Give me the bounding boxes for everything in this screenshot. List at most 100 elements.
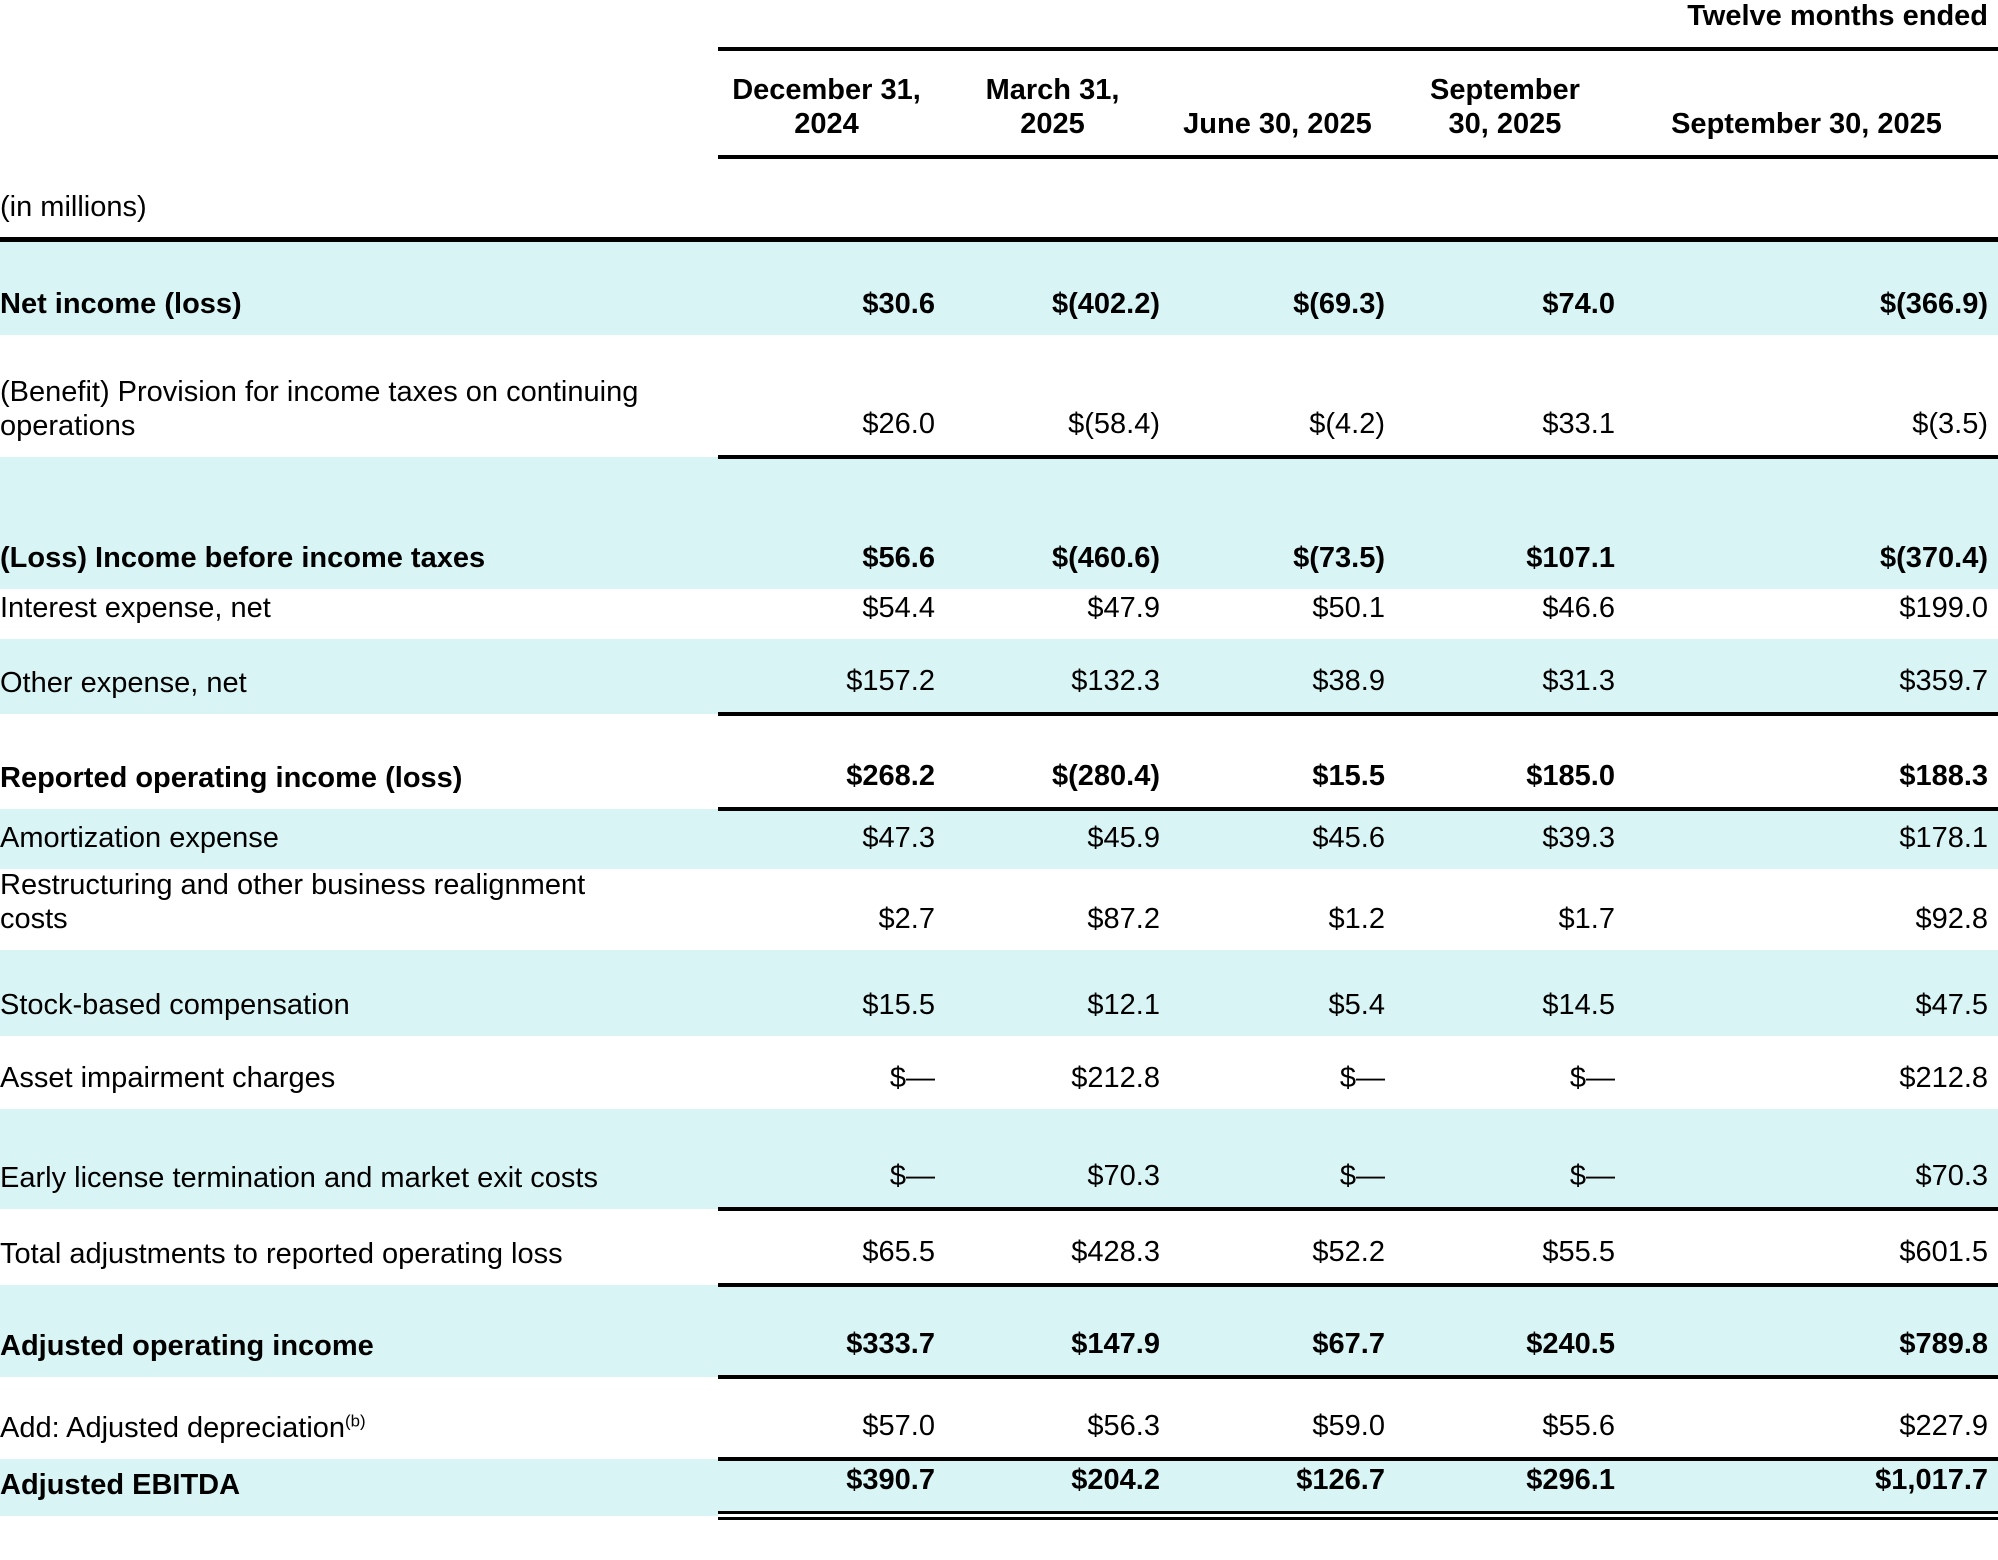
value-cell: $— xyxy=(889,1061,935,1094)
value-cell: $74.0 xyxy=(1542,288,1615,320)
value-cell: $601.5 xyxy=(1625,1208,1998,1287)
row-label: Interest expense, net xyxy=(0,592,271,624)
value-cell: $31.3 xyxy=(1395,638,1625,716)
value-cell: $(58.4) xyxy=(945,334,1170,459)
value-cell: $(69.3) xyxy=(1293,288,1385,320)
value-cell: $87.2 xyxy=(1087,902,1160,935)
value-cell: $45.6 xyxy=(1312,822,1385,854)
table-row-other-expense: Other expense, net $157.2 $132.3 $38.9 $… xyxy=(0,638,1998,716)
value-cell: $— xyxy=(1339,1061,1385,1094)
table-row-stock-compensation: Stock-based compensation $15.5 $12.1 $5.… xyxy=(0,949,1998,1036)
value-cell: $(402.2) xyxy=(1051,288,1160,320)
value-cell: $240.5 xyxy=(1395,1284,1625,1379)
row-label: Asset impairment charges xyxy=(0,1061,336,1094)
value-cell: $56.6 xyxy=(862,542,935,574)
period-header-row: Twelve months ended xyxy=(0,0,1998,51)
value-cell: $227.9 xyxy=(1625,1376,1998,1461)
table-row-adjusted-ebitda: Adjusted EBITDA $390.7 $204.2 $126.7 $29… xyxy=(0,1458,1998,1521)
value-cell: $47.5 xyxy=(1915,988,1989,1021)
row-label: Stock-based compensation xyxy=(0,988,350,1021)
value-cell: $70.3 xyxy=(945,1108,1170,1211)
row-label: Total adjustments to reported operating … xyxy=(0,1237,563,1270)
value-cell: $57.0 xyxy=(718,1376,945,1461)
value-cell: $428.3 xyxy=(945,1208,1170,1287)
value-cell: $333.7 xyxy=(718,1284,945,1379)
row-label: Adjusted operating income xyxy=(0,1329,374,1362)
period-title: Twelve months ended xyxy=(718,0,1998,51)
value-cell: $1,017.7 xyxy=(1625,1458,1998,1521)
row-label: (Benefit) Provision for income taxes on … xyxy=(0,376,639,442)
value-cell: $212.8 xyxy=(1899,1061,1989,1094)
value-cell: $54.4 xyxy=(862,592,935,624)
value-cell: $15.5 xyxy=(862,988,935,1021)
value-cell: $268.2 xyxy=(718,713,945,811)
units-spacer xyxy=(718,156,945,243)
row-label-text: Add: Adjusted depreciation xyxy=(0,1411,346,1444)
value-cell: $59.0 xyxy=(1170,1376,1395,1461)
value-cell: $92.8 xyxy=(1915,902,1989,935)
value-cell: $12.1 xyxy=(1087,988,1160,1021)
value-cell: $5.4 xyxy=(1328,988,1385,1021)
value-cell: $45.9 xyxy=(1087,822,1160,854)
column-header-sep-2025: September 30, 2025 xyxy=(1395,48,1625,159)
value-cell: $199.0 xyxy=(1899,592,1989,624)
value-cell: $26.0 xyxy=(718,334,945,459)
value-cell: $52.2 xyxy=(1170,1208,1395,1287)
table-row-tax-provision: (Benefit) Provision for income taxes on … xyxy=(0,334,1998,459)
value-cell: $1.2 xyxy=(1328,902,1385,935)
value-cell: $178.1 xyxy=(1899,822,1989,854)
units-label: (in millions) xyxy=(0,156,718,243)
value-cell: $1.7 xyxy=(1558,902,1615,935)
table-row-early-license-termination: Early license termination and market exi… xyxy=(0,1108,1998,1211)
value-cell: $185.0 xyxy=(1395,713,1625,811)
value-cell: $132.3 xyxy=(945,638,1170,716)
column-header-jun-2025: June 30, 2025 xyxy=(1170,48,1395,159)
ebitda-reconciliation-table: Twelve months ended December 31, 2024 Ma… xyxy=(0,0,1998,1521)
value-cell: $147.9 xyxy=(945,1284,1170,1379)
value-cell: $126.7 xyxy=(1170,1458,1395,1521)
value-cell: $(280.4) xyxy=(945,713,1170,811)
value-cell: $55.6 xyxy=(1395,1376,1625,1461)
row-label: Add: Adjusted depreciation(b) xyxy=(0,1377,718,1459)
value-cell: $14.5 xyxy=(1542,988,1615,1021)
value-cell: $(4.2) xyxy=(1170,334,1395,459)
value-cell: $789.8 xyxy=(1625,1284,1998,1379)
value-cell: $55.5 xyxy=(1395,1208,1625,1287)
table-row-net-income: Net income (loss) $30.6 $(402.2) $(69.3)… xyxy=(0,239,1998,335)
table-row-income-before-taxes: (Loss) Income before income taxes $56.6 … xyxy=(0,456,1998,589)
value-cell: $(73.5) xyxy=(1293,542,1385,574)
footnote-marker: (b) xyxy=(345,1411,366,1431)
value-cell: $67.7 xyxy=(1170,1284,1395,1379)
value-cell: $188.3 xyxy=(1625,713,1998,811)
column-header-row: December 31, 2024 March 31, 2025 June 30… xyxy=(0,48,1998,159)
row-label: Adjusted EBITDA xyxy=(0,1468,241,1501)
value-cell: $70.3 xyxy=(1625,1108,1998,1211)
value-cell: $65.5 xyxy=(718,1208,945,1287)
units-row: (in millions) xyxy=(0,156,1998,243)
table-row-restructuring: Restructuring and other business realign… xyxy=(0,869,1998,950)
value-cell: $15.5 xyxy=(1170,713,1395,811)
value-cell: $107.1 xyxy=(1526,542,1615,574)
row-label: Early license termination and market exi… xyxy=(0,1161,598,1194)
row-label: (Loss) Income before income taxes xyxy=(0,542,486,574)
value-cell: $— xyxy=(718,1108,945,1211)
row-label: Reported operating income (loss) xyxy=(0,762,463,794)
table-row-total-adjustments: Total adjustments to reported operating … xyxy=(0,1208,1998,1287)
value-cell: $46.6 xyxy=(1542,592,1615,624)
value-cell: $2.7 xyxy=(878,902,935,935)
value-cell: $39.3 xyxy=(1542,822,1615,854)
value-cell: $204.2 xyxy=(945,1458,1170,1521)
value-cell: $296.1 xyxy=(1395,1458,1625,1521)
units-spacer xyxy=(1170,156,1395,243)
value-cell: $33.1 xyxy=(1395,334,1625,459)
value-cell: $47.3 xyxy=(862,822,935,854)
value-cell: $(366.9) xyxy=(1880,288,1989,320)
row-label: Amortization expense xyxy=(0,822,279,854)
value-cell: $(460.6) xyxy=(1051,542,1160,574)
value-cell: $390.7 xyxy=(718,1458,945,1521)
units-spacer xyxy=(1625,156,1998,243)
row-label: Net income (loss) xyxy=(0,288,242,320)
units-spacer xyxy=(1395,156,1625,243)
value-cell: $(3.5) xyxy=(1625,334,1998,459)
